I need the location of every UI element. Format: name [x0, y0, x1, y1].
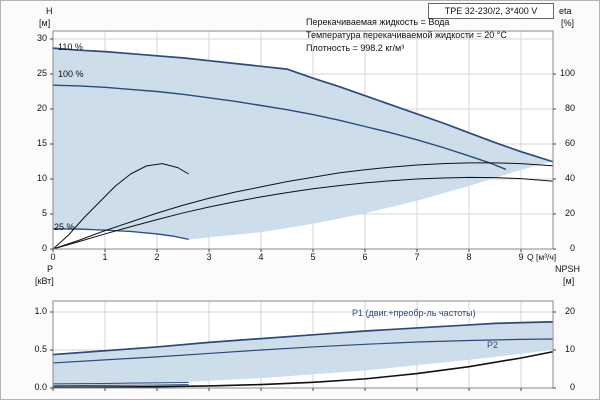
- npsh-axis-label: NPSH: [555, 264, 581, 274]
- tick-label: 6: [362, 252, 368, 262]
- tick-label: 0: [569, 243, 575, 253]
- fluid-info-line2: Температура перекачиваемой жидкости = 20…: [306, 30, 507, 40]
- tick-label: 10: [564, 344, 575, 354]
- q-axis-label: Q [м³/ч]: [527, 252, 557, 262]
- fluid-info-line3: Плотность = 998.2 кг/м³: [306, 43, 405, 53]
- tick-label: 20: [564, 306, 575, 316]
- tick-label: 5: [310, 252, 316, 262]
- tick-label: 7: [414, 252, 420, 262]
- tick-label: 3: [206, 252, 212, 262]
- tick-label: 20: [36, 103, 47, 113]
- tick-label: 60: [564, 138, 575, 148]
- tick-label: 0: [569, 382, 575, 392]
- tick-label: 1: [102, 252, 108, 262]
- tick-label: 9: [518, 252, 524, 262]
- tick-label: 8: [466, 252, 472, 262]
- tick-label: 0.5: [34, 344, 47, 354]
- h-axis-label: H: [46, 6, 53, 16]
- tick-label: 2: [154, 252, 160, 262]
- tick-label: 100: [559, 68, 575, 78]
- p-axis-unit: [кВт]: [35, 276, 54, 286]
- h-axis-unit: [м]: [39, 18, 51, 28]
- tick-label: 0: [50, 252, 56, 262]
- tick-label: 15: [36, 138, 47, 148]
- p-axis-label: P: [47, 264, 54, 274]
- tick-label: 5: [41, 208, 47, 218]
- tick-label: 25: [36, 68, 47, 78]
- tick-label: 1.0: [34, 306, 47, 316]
- tick-label: 80: [564, 103, 575, 113]
- tick-label: 0: [41, 243, 47, 253]
- curve-label-p1: P1 (двиг.+преобр-ль частоты): [352, 308, 476, 318]
- pump-model-title: TPE 32-230/2, 3*400 V: [428, 3, 554, 19]
- curve-label-100: 100 %: [58, 69, 84, 79]
- tick-label: 30: [36, 33, 47, 43]
- curve-label-p2: P2: [487, 340, 499, 350]
- tick-label: 0.0: [34, 382, 47, 392]
- tick-label: 4: [258, 252, 264, 262]
- tick-label: 20: [564, 208, 575, 218]
- curve-label-25: 25 %: [54, 222, 75, 232]
- eta-axis-label: eta: [559, 6, 572, 16]
- eta-axis-unit: [%]: [561, 18, 575, 28]
- tick-label: 40: [564, 173, 575, 183]
- npsh-axis-unit: [м]: [563, 276, 575, 286]
- curve-label-110: 110 %: [58, 42, 83, 52]
- fluid-info-line1: Перекачиваемая жидкость = Вода: [306, 17, 450, 27]
- tick-label: 10: [36, 173, 47, 183]
